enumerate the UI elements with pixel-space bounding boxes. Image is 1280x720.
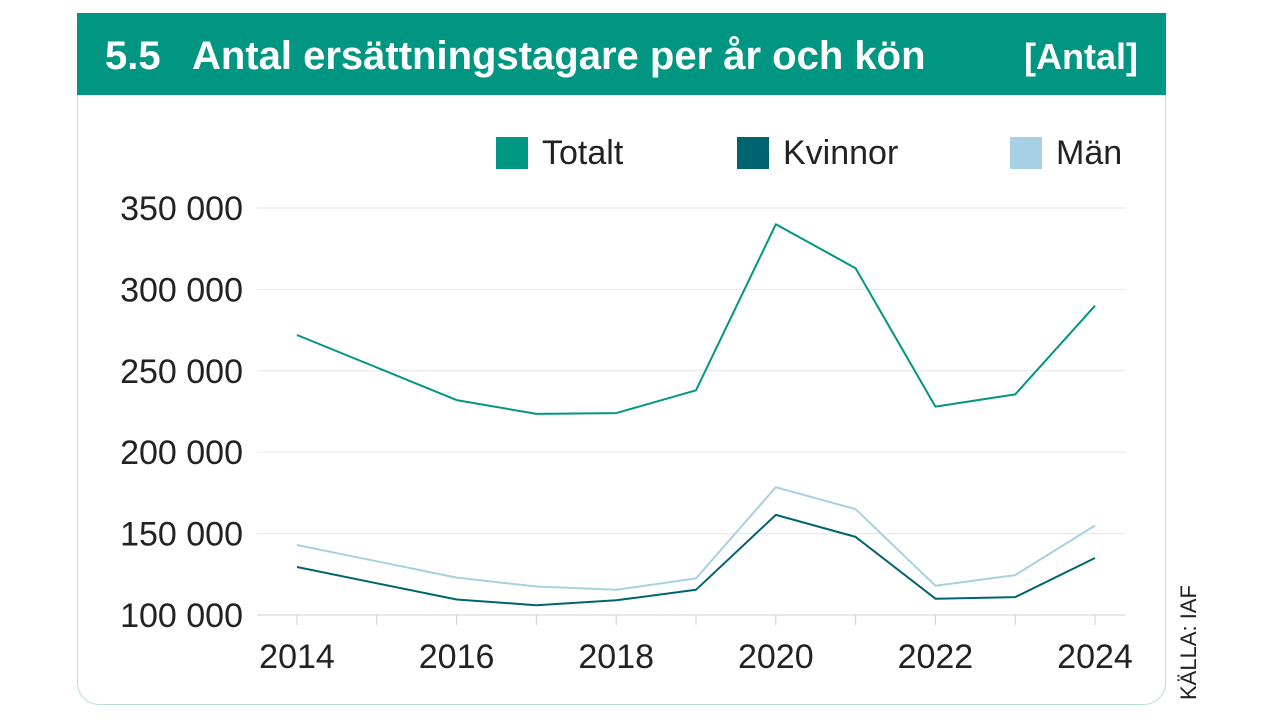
legend-label-totalt: Totalt: [542, 133, 624, 172]
legend-swatch-man: [1010, 137, 1042, 169]
y-tick-label: 150 000: [120, 516, 243, 554]
legend-item-totalt: Totalt: [496, 133, 623, 173]
y-tick-label: 250 000: [120, 353, 243, 391]
y-tick-label: 100 000: [120, 597, 243, 635]
y-tick-label: 300 000: [120, 271, 243, 309]
y-tick-label: 200 000: [120, 434, 243, 472]
legend-label-man: Män: [1056, 133, 1123, 172]
x-tick-label: 2024: [1057, 638, 1133, 676]
series-line-1: [296, 513, 1096, 607]
series-line-2: [296, 486, 1096, 591]
legend-swatch-totalt: [496, 137, 528, 169]
y-tick-label: 350 000: [120, 190, 243, 228]
x-tick-label: 2014: [259, 638, 335, 676]
legend-swatch-kvinnor: [737, 137, 769, 169]
x-tick-label: 2018: [578, 638, 654, 676]
x-tick-label: 2020: [738, 638, 814, 676]
legend-item-man: Män: [1010, 133, 1122, 173]
legend-item-kvinnor: Kvinnor: [737, 133, 898, 173]
chart-number: 5.5: [105, 34, 161, 78]
x-tick-label: 2016: [419, 638, 495, 676]
legend-label-kvinnor: Kvinnor: [783, 133, 899, 172]
chart-header: 5.5 Antal ersättningstagare per år och k…: [77, 13, 1166, 95]
chart-unit: [Antal]: [1024, 36, 1138, 77]
chart-title: Antal ersättningstagare per år och kön: [192, 34, 926, 78]
series-line-0: [296, 223, 1096, 415]
source-note: KÄLLA: IAF: [1176, 585, 1201, 700]
x-tick-label: 2022: [898, 638, 974, 676]
